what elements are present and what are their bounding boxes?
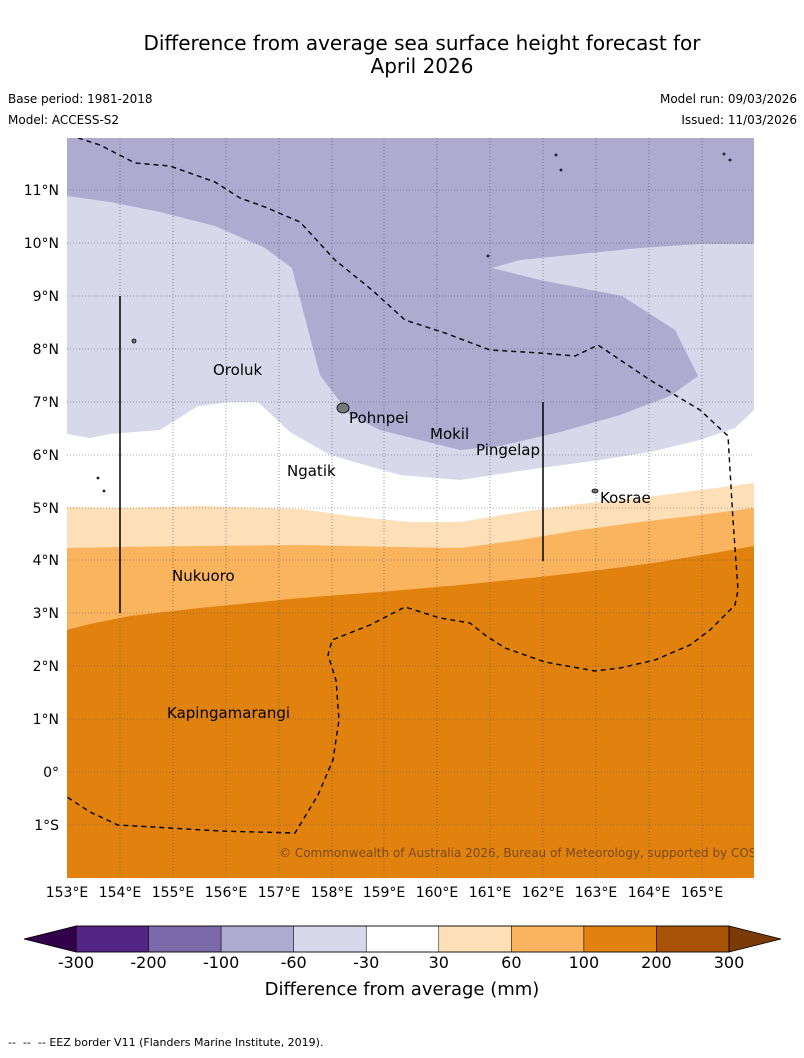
colorbar-bin xyxy=(438,925,512,953)
lat-tick: 3°N xyxy=(33,606,59,622)
lat-tick: 10°N xyxy=(24,236,59,252)
lat-tick: 4°N xyxy=(33,553,59,569)
eez-legend-text: EEZ border V11 (Flanders Marine Institut… xyxy=(49,1036,324,1049)
eez-legend: -- -- -- EEZ border V11 (Flanders Marine… xyxy=(8,1036,323,1049)
minor-island xyxy=(486,254,490,258)
lon-tick: 163°E xyxy=(575,885,618,901)
lon-tick: 164°E xyxy=(628,885,671,901)
pohnpei-island xyxy=(336,402,350,414)
colorbar-tick-label: 100 xyxy=(569,953,600,972)
place-label-nukuoro: Nukuoro xyxy=(172,567,235,585)
lon-tick: 161°E xyxy=(469,885,512,901)
colorbar-frame xyxy=(75,925,730,953)
lon-tick: 153°E xyxy=(46,885,89,901)
lat-tick: 9°N xyxy=(33,289,59,305)
lon-tick: 159°E xyxy=(363,885,406,901)
minor-island xyxy=(96,476,100,480)
lat-tick: 1°N xyxy=(33,712,59,728)
colorbar-bins xyxy=(75,925,730,953)
lon-tick: 162°E xyxy=(522,885,565,901)
colorbar-tick-label: -60 xyxy=(281,953,307,972)
colorbar-tick-label: -100 xyxy=(203,953,239,972)
kosrae-island xyxy=(591,488,599,494)
lat-tick: 11°N xyxy=(24,183,59,199)
title-line-1: Difference from average sea surface heig… xyxy=(143,31,701,55)
minor-island xyxy=(102,489,106,493)
colorbar-tick-label: -200 xyxy=(130,953,166,972)
colorbar-tick-label: 60 xyxy=(501,953,521,972)
graticule xyxy=(67,138,754,878)
minor-island xyxy=(131,338,137,344)
colorbar-bin xyxy=(293,925,367,953)
colorbar-bin xyxy=(583,925,657,953)
colorbar-tick-label: 30 xyxy=(429,953,449,972)
colorbar-title: Difference from average (mm) xyxy=(265,979,540,1000)
colorbar-tick-label: 200 xyxy=(641,953,672,972)
place-label-kosrae: Kosrae xyxy=(600,489,651,507)
lat-tick: 5°N xyxy=(33,501,59,517)
colorbar-bin xyxy=(148,925,222,953)
minor-island xyxy=(722,152,726,156)
colorbar-bin xyxy=(656,925,730,953)
lon-tick: 165°E xyxy=(681,885,724,901)
colorbar-bin xyxy=(511,925,585,953)
colorbar: -300 -200 -100 -60 -30 30 60 100 200 300 Differen… xyxy=(23,925,782,1000)
colorbar-over-triangle xyxy=(728,925,782,953)
issued-date: Issued: 11/03/2026 xyxy=(681,113,797,127)
lat-tick: 6°N xyxy=(33,448,59,464)
base-period: Base period: 1981-2018 xyxy=(8,92,153,106)
islands xyxy=(96,152,732,494)
lon-tick: 160°E xyxy=(416,885,459,901)
dashed-line-symbol: -- -- -- xyxy=(8,1036,46,1049)
lat-tick: 2°N xyxy=(33,659,59,675)
colorbar-bin xyxy=(365,925,440,953)
copyright-notice: © Commonwealth of Australia 2026, Bureau… xyxy=(279,846,784,860)
minor-island xyxy=(554,153,558,157)
lon-axis: 153°E 154°E 155°E 156°E 157°E 158°E 159°… xyxy=(46,885,724,901)
model-run: Model run: 09/03/2026 xyxy=(659,92,797,106)
place-label-ngatik: Ngatik xyxy=(287,462,336,480)
minor-island xyxy=(728,158,732,162)
eez-border xyxy=(67,138,739,834)
lat-tick: 0° xyxy=(43,765,59,781)
colorbar-bin xyxy=(220,925,294,953)
place-label-kapingamarangi: Kapingamarangi xyxy=(167,704,290,722)
lon-tick: 157°E xyxy=(258,885,301,901)
lat-axis: 11°N 10°N 9°N 8°N 7°N 6°N 5°N 4°N 3°N 2°… xyxy=(24,183,59,834)
title-line-2: April 2026 xyxy=(370,54,474,78)
lat-tick: 1°S xyxy=(34,818,59,834)
place-label-mokil: Mokil xyxy=(430,425,469,443)
lon-tick: 154°E xyxy=(99,885,142,901)
lon-tick: 155°E xyxy=(152,885,195,901)
colorbar-bin xyxy=(75,925,149,953)
band-minus60-minus100 xyxy=(67,138,754,450)
model-name: Model: ACCESS-S2 xyxy=(8,113,120,127)
lat-tick: 7°N xyxy=(33,395,59,411)
map-area: Oroluk Pohnpei Mokil Pingelap Ngatik Kos… xyxy=(67,138,784,878)
place-label-pingelap: Pingelap xyxy=(476,441,540,459)
colorbar-tick-label: 300 xyxy=(714,953,745,972)
colorbar-tick-label: -30 xyxy=(353,953,379,972)
lon-tick: 156°E xyxy=(205,885,248,901)
place-label-pohnpei: Pohnpei xyxy=(349,409,409,427)
colorbar-labels: -300 -200 -100 -60 -30 30 60 100 200 300 xyxy=(58,953,744,972)
lat-tick: 8°N xyxy=(33,342,59,358)
minor-island xyxy=(559,168,563,172)
colorbar-tick-label: -300 xyxy=(58,953,94,972)
place-label-oroluk: Oroluk xyxy=(213,361,262,379)
map-title: Difference from average sea surface heig… xyxy=(40,32,804,78)
lon-tick: 158°E xyxy=(311,885,354,901)
colorbar-under-triangle xyxy=(23,925,77,953)
